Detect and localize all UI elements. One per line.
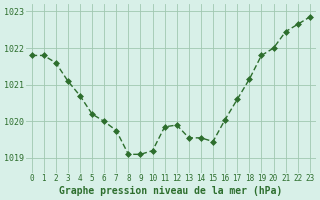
- X-axis label: Graphe pression niveau de la mer (hPa): Graphe pression niveau de la mer (hPa): [59, 186, 282, 196]
